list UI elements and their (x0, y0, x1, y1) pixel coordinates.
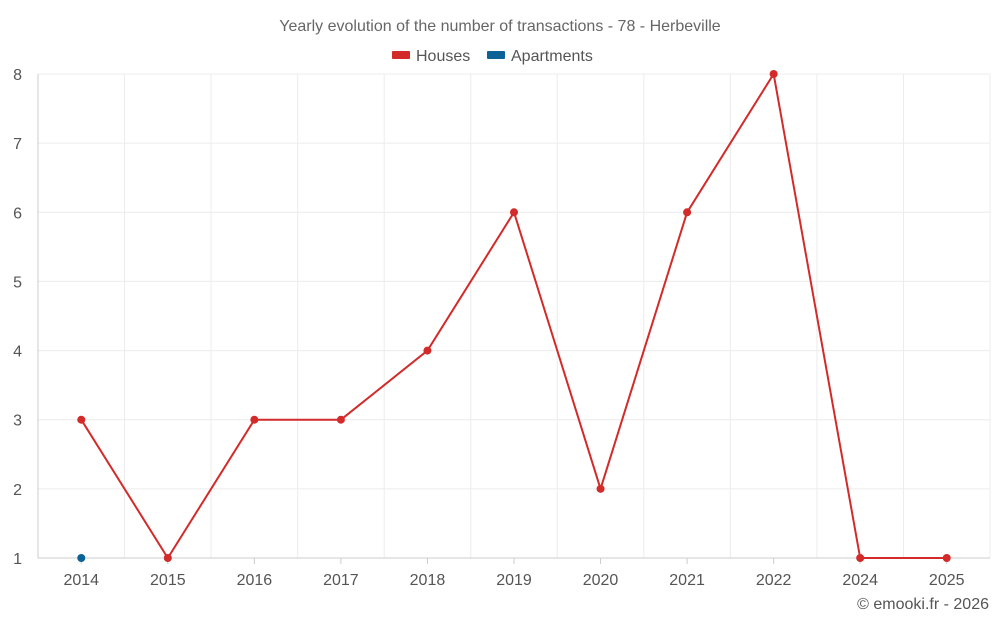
data-point-houses[interactable] (510, 208, 518, 217)
credit-text: © emooki.fr - 2026 (857, 596, 989, 613)
data-point-houses[interactable] (769, 70, 778, 78)
data-point-apartments[interactable] (77, 554, 86, 562)
data-point-houses[interactable] (683, 208, 692, 217)
x-tick-label: 2014 (63, 572, 99, 589)
y-tick-label: 8 (13, 67, 22, 84)
data-point-houses[interactable] (423, 346, 432, 355)
data-point-houses[interactable] (942, 554, 951, 562)
y-axis-ticks: 1 2 3 4 5 6 7 8 (13, 67, 22, 568)
y-tick-label: 2 (13, 482, 22, 499)
x-tick-label: 2019 (496, 572, 532, 589)
legend: Houses Apartments (392, 48, 593, 65)
series (77, 70, 951, 562)
legend-swatch-houses (392, 51, 410, 59)
legend-label-apartments: Apartments (511, 48, 593, 65)
legend-swatch-apartments (487, 51, 505, 59)
data-point-houses[interactable] (856, 554, 865, 562)
legend-label-houses: Houses (416, 48, 470, 65)
y-tick-label: 5 (13, 274, 22, 291)
x-tick-label: 2022 (756, 572, 792, 589)
x-tick-label: 2024 (842, 572, 878, 589)
data-point-houses[interactable] (77, 415, 86, 424)
x-tick-label: 2021 (669, 572, 705, 589)
x-tick-label: 2017 (323, 572, 359, 589)
legend-item-houses[interactable]: Houses (392, 48, 470, 65)
data-point-houses[interactable] (163, 554, 172, 562)
x-tick-label: 2025 (929, 572, 965, 589)
x-tick-label: 2015 (150, 572, 186, 589)
x-tick-label: 2020 (583, 572, 619, 589)
series-houses (77, 70, 951, 562)
x-tick-label: 2018 (410, 572, 446, 589)
y-tick-label: 4 (13, 344, 22, 361)
y-tick-label: 7 (13, 136, 22, 153)
data-point-houses[interactable] (250, 415, 259, 424)
series-apartments (77, 554, 86, 562)
x-tick-label: 2016 (237, 572, 273, 589)
data-point-houses[interactable] (596, 484, 605, 493)
y-tick-label: 3 (13, 413, 22, 430)
x-axis-ticks: 2014 2015 2016 2017 2018 2019 2020 2021 2022 2024… (63, 558, 965, 589)
legend-item-apartments[interactable]: Apartments (487, 48, 593, 65)
chart-title: Yearly evolution of the number of transa… (279, 18, 721, 35)
data-point-houses[interactable] (336, 415, 345, 424)
y-tick-label: 6 (13, 205, 22, 222)
y-tick-label: 1 (13, 551, 22, 568)
